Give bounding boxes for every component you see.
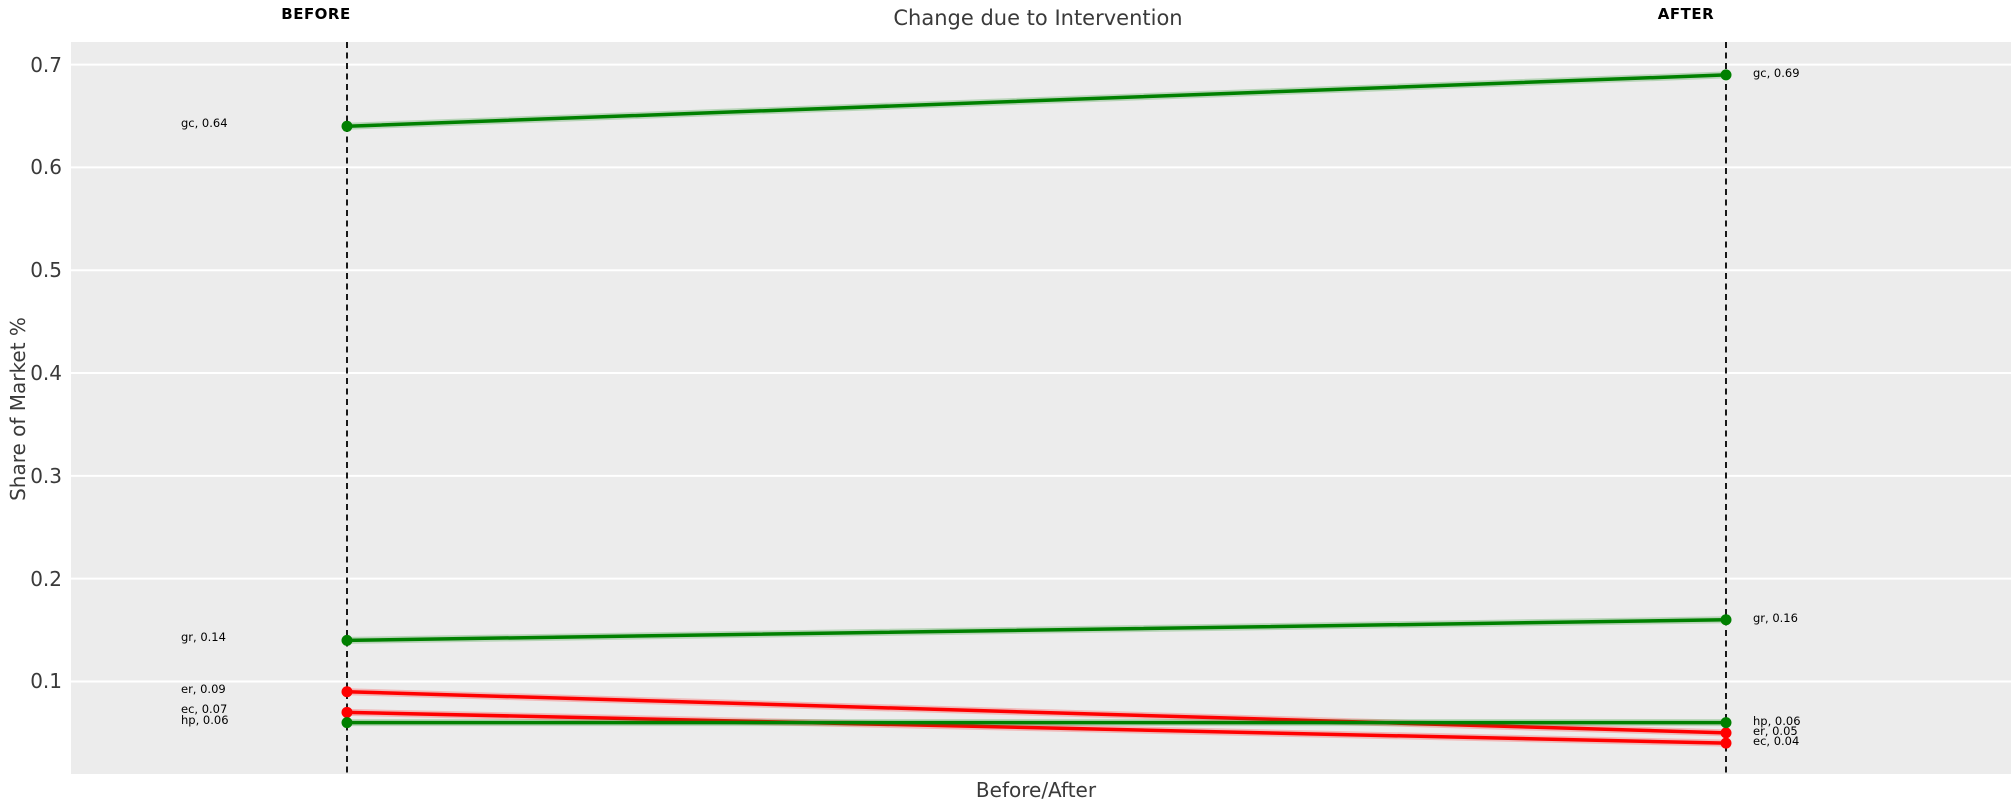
- point-label-after-ec: ec, 0.04: [1753, 734, 1800, 749]
- data-point-after-er: [1720, 727, 1732, 739]
- after-column-header: AFTER: [1657, 5, 1715, 23]
- data-point-after-gc: [1720, 69, 1732, 81]
- before-column-header: BEFORE: [281, 5, 351, 23]
- data-point-after-gr: [1720, 614, 1732, 626]
- data-point-before-gc: [341, 120, 353, 132]
- series-line-ec: [345, 710, 1728, 745]
- data-point-before-gr: [341, 634, 353, 646]
- point-label-before-hp: hp, 0.06: [181, 712, 229, 727]
- point-label-before-gc: gc, 0.64: [181, 116, 228, 131]
- y-tick-label: 0.2: [30, 566, 62, 591]
- point-label-before-er: er, 0.09: [181, 681, 226, 696]
- data-point-before-ec: [341, 706, 353, 718]
- point-label-after-hp: hp, 0.06: [1753, 713, 1801, 728]
- data-point-before-hp: [341, 717, 353, 729]
- data-point-before-er: [341, 686, 353, 698]
- point-label-after-gr: gr, 0.16: [1753, 610, 1798, 625]
- data-point-after-ec: [1720, 737, 1732, 749]
- point-label-before-gr: gr, 0.14: [181, 630, 226, 645]
- slope-chart-canvas: [71, 42, 2011, 774]
- point-label-after-gc: gc, 0.69: [1753, 65, 1800, 80]
- data-point-after-hp: [1720, 717, 1732, 729]
- series-line-er: [345, 690, 1728, 735]
- y-tick-label: 0.6: [30, 155, 62, 180]
- y-tick-label: 0.4: [30, 361, 62, 386]
- series-line-gr: [345, 618, 1728, 643]
- point-label-after-er: er, 0.05: [1753, 723, 1798, 738]
- y-tick-label: 0.3: [30, 463, 62, 488]
- chart-title: Change due to Intervention: [893, 6, 1183, 30]
- y-tick-label: 0.1: [30, 669, 62, 694]
- point-label-before-ec: ec, 0.07: [181, 702, 228, 717]
- y-tick-label: 0.5: [30, 258, 62, 283]
- x-axis-title: Before/After: [975, 778, 1097, 802]
- y-tick-label: 0.7: [30, 52, 62, 77]
- series-line-gc: [345, 73, 1728, 129]
- plot-area: [71, 42, 2011, 774]
